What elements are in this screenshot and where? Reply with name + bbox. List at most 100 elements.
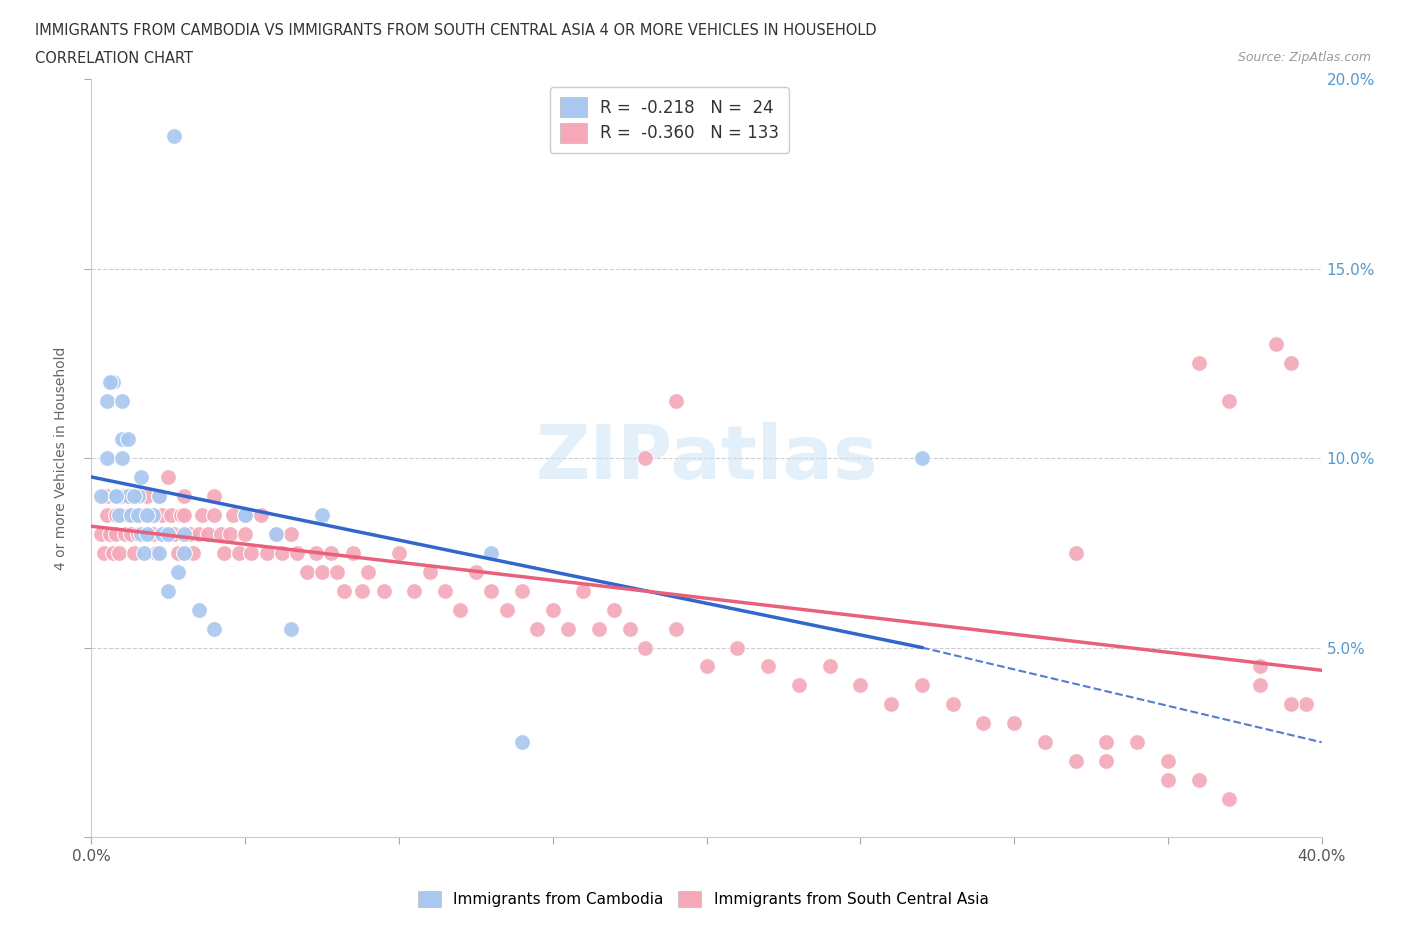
Point [510, 583, 533, 598]
Point [264, 526, 287, 541]
Point [111, 451, 134, 466]
Point [280, 526, 302, 541]
Point [117, 488, 139, 503]
Text: ZIPatlas: ZIPatlas [536, 421, 877, 495]
Point [157, 470, 180, 485]
Point [135, 508, 157, 523]
Point [1295, 697, 1317, 711]
Point [148, 488, 170, 503]
Point [942, 697, 965, 711]
Point [271, 545, 294, 560]
Point [665, 393, 688, 408]
Point [634, 451, 657, 466]
Point [166, 565, 188, 579]
Point [787, 678, 810, 693]
Point [572, 583, 595, 598]
Point [108, 545, 131, 560]
Point [127, 526, 149, 541]
Point [357, 565, 380, 579]
Text: CORRELATION CHART: CORRELATION CHART [35, 51, 193, 66]
Point [911, 451, 934, 466]
Point [1033, 735, 1056, 750]
Point [972, 716, 994, 731]
Point [1095, 735, 1118, 750]
Point [157, 583, 180, 598]
Point [218, 526, 240, 541]
Point [173, 508, 195, 523]
Point [603, 603, 626, 618]
Point [108, 508, 131, 523]
Point [157, 526, 180, 541]
Point [1249, 678, 1271, 693]
Point [129, 508, 152, 523]
Point [179, 526, 201, 541]
Point [419, 565, 441, 579]
Point [101, 545, 124, 560]
Point [295, 565, 318, 579]
Point [818, 659, 841, 674]
Point [1279, 697, 1302, 711]
Point [1264, 337, 1286, 352]
Point [479, 545, 502, 560]
Point [557, 621, 579, 636]
Point [665, 621, 688, 636]
Point [526, 621, 548, 636]
Point [233, 508, 256, 523]
Point [541, 603, 564, 618]
Point [1218, 393, 1240, 408]
Point [114, 526, 136, 541]
Point [264, 526, 287, 541]
Point [222, 508, 245, 523]
Point [148, 488, 170, 503]
Point [117, 508, 139, 523]
Point [1187, 773, 1209, 788]
Point [163, 128, 186, 143]
Point [120, 508, 142, 523]
Point [124, 545, 146, 560]
Legend: R =  -0.218   N =  24, R =  -0.360   N = 133: R = -0.218 N = 24, R = -0.360 N = 133 [550, 87, 789, 153]
Point [163, 526, 186, 541]
Point [434, 583, 457, 598]
Point [228, 545, 250, 560]
Point [202, 621, 225, 636]
Point [311, 565, 333, 579]
Point [135, 526, 157, 541]
Point [173, 526, 195, 541]
Point [510, 735, 533, 750]
Point [880, 697, 903, 711]
Point [173, 488, 195, 503]
Point [332, 583, 354, 598]
Point [148, 545, 170, 560]
Point [142, 508, 165, 523]
Point [197, 526, 219, 541]
Point [173, 545, 195, 560]
Text: Source: ZipAtlas.com: Source: ZipAtlas.com [1237, 51, 1371, 64]
Point [191, 508, 214, 523]
Point [153, 526, 177, 541]
Point [132, 545, 155, 560]
Point [127, 508, 149, 523]
Point [105, 488, 127, 503]
Point [449, 603, 471, 618]
Point [150, 526, 173, 541]
Point [249, 508, 271, 523]
Point [129, 470, 152, 485]
Point [93, 545, 115, 560]
Point [139, 526, 162, 541]
Point [111, 393, 134, 408]
Point [388, 545, 411, 560]
Point [105, 508, 127, 523]
Point [105, 488, 127, 503]
Point [479, 583, 502, 598]
Point [111, 432, 134, 446]
Point [1279, 356, 1302, 371]
Point [101, 375, 124, 390]
Point [160, 508, 183, 523]
Point [129, 526, 152, 541]
Point [696, 659, 718, 674]
Point [111, 488, 134, 503]
Point [305, 545, 328, 560]
Point [142, 526, 165, 541]
Point [117, 432, 139, 446]
Point [202, 508, 225, 523]
